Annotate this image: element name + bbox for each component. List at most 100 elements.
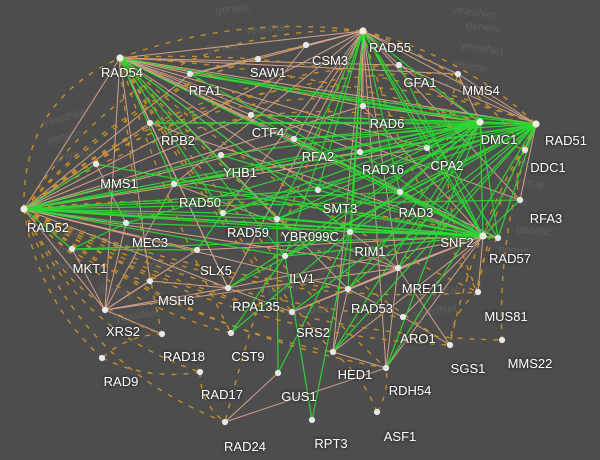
- node-layer[interactable]: [20, 27, 540, 426]
- node-rad9[interactable]: [98, 354, 106, 362]
- edge-physical: [293, 30, 364, 140]
- edge-genetic: [23, 72, 459, 210]
- watermark-text: genetic: [215, 1, 252, 17]
- edge-genetic: [23, 58, 259, 210]
- edge-genetic: [362, 30, 526, 151]
- edge-coexpression: [349, 123, 537, 233]
- edge-coexpression: [95, 163, 484, 237]
- node-rfa1[interactable]: [186, 70, 194, 78]
- node-rfa3[interactable]: [516, 196, 524, 204]
- node-snf2[interactable]: [479, 232, 487, 240]
- node-ilv1[interactable]: [281, 252, 289, 260]
- edge-coexpression: [311, 231, 351, 421]
- node-rad18[interactable]: [158, 330, 166, 338]
- edge-physical: [519, 123, 537, 201]
- node-rpa135[interactable]: [224, 284, 232, 292]
- edge-coexpression: [23, 199, 521, 210]
- node-rad57[interactable]: [494, 234, 502, 242]
- node-gus1[interactable]: [274, 369, 282, 377]
- node-rad50[interactable]: [170, 180, 178, 188]
- node-sgs1[interactable]: [446, 341, 454, 349]
- node-rad59[interactable]: [219, 209, 227, 217]
- node-rpb2[interactable]: [146, 119, 154, 127]
- edge-physical: [104, 57, 121, 311]
- edge-coexpression: [349, 30, 364, 233]
- edge-genetic: [119, 57, 387, 369]
- node-rad54[interactable]: [116, 54, 124, 62]
- edge-genetic: [23, 208, 151, 282]
- edge-physical: [23, 208, 399, 269]
- node-rad51[interactable]: [532, 120, 540, 128]
- edge-coexpression: [284, 121, 481, 257]
- node-rad16[interactable]: [356, 148, 364, 156]
- node-rad55[interactable]: [359, 27, 367, 35]
- watermark-text: yeastNet: [245, 21, 289, 37]
- node-asf1[interactable]: [373, 408, 381, 416]
- node-dmc1[interactable]: [476, 118, 484, 126]
- node-rad52[interactable]: [20, 205, 28, 213]
- edge-physical: [23, 208, 198, 251]
- edge-coexpression: [149, 121, 481, 124]
- node-srs2[interactable]: [288, 308, 296, 316]
- node-ddc1[interactable]: [521, 146, 529, 154]
- node-mre11[interactable]: [394, 264, 402, 272]
- node-xrs2[interactable]: [101, 306, 109, 314]
- node-slx5[interactable]: [193, 246, 201, 254]
- node-csm3[interactable]: [302, 41, 310, 49]
- edge-coexpression: [23, 154, 222, 210]
- node-rad24[interactable]: [221, 418, 229, 426]
- edge-physical: [457, 73, 537, 125]
- node-gfa1[interactable]: [395, 61, 403, 69]
- node-hed1[interactable]: [329, 348, 337, 356]
- node-cpa2[interactable]: [423, 144, 431, 152]
- node-mec3[interactable]: [122, 219, 130, 227]
- edge-genetic: [362, 30, 479, 293]
- edge-coexpression: [125, 222, 484, 237]
- edge-genetic: [23, 208, 479, 296]
- edge-genetic: [119, 57, 481, 123]
- edge-coexpression: [23, 208, 73, 250]
- node-mms4[interactable]: [454, 70, 462, 78]
- edge-coexpression: [317, 30, 364, 191]
- node-mkt1[interactable]: [68, 245, 76, 253]
- edge-physical: [224, 367, 387, 423]
- edge-coexpression: [276, 123, 537, 220]
- edge-genetic: [23, 208, 232, 334]
- edge-genetic: [477, 123, 537, 293]
- node-cst9[interactable]: [227, 329, 235, 337]
- node-smt3[interactable]: [314, 186, 322, 194]
- edge-coexpression: [362, 105, 537, 125]
- node-ybr099c[interactable]: [273, 215, 281, 223]
- edge-physical: [332, 30, 364, 353]
- node-mus81[interactable]: [474, 288, 482, 296]
- edge-coexpression: [227, 121, 481, 289]
- node-rim1[interactable]: [346, 228, 354, 236]
- node-rad6[interactable]: [359, 102, 367, 110]
- watermark-text: physical: [418, 284, 459, 303]
- node-rad3[interactable]: [396, 188, 404, 196]
- watermark-text: yeastNet: [459, 39, 504, 58]
- edge-genetic: [119, 25, 364, 59]
- node-msh6[interactable]: [146, 277, 154, 285]
- edge-coexpression: [189, 73, 537, 125]
- edge-physical: [23, 73, 191, 210]
- node-rad17[interactable]: [196, 368, 204, 376]
- edge-physical: [385, 267, 399, 369]
- node-mms1[interactable]: [92, 160, 100, 168]
- edge-coexpression: [426, 121, 481, 149]
- node-mms22[interactable]: [498, 336, 506, 344]
- node-ctf4[interactable]: [247, 111, 255, 119]
- node-saw1[interactable]: [254, 55, 262, 63]
- edge-layer: [23, 25, 537, 423]
- edge-physical: [224, 372, 279, 423]
- edge-coexpression: [397, 123, 537, 269]
- edge-physical: [119, 57, 252, 116]
- node-rpt3[interactable]: [308, 416, 316, 424]
- node-aro1[interactable]: [399, 313, 407, 321]
- node-yhb1[interactable]: [217, 151, 225, 159]
- watermark-text: genetic: [498, 243, 535, 259]
- node-rfa2[interactable]: [290, 135, 298, 143]
- node-rad53[interactable]: [344, 285, 352, 293]
- node-rdh54[interactable]: [382, 364, 390, 372]
